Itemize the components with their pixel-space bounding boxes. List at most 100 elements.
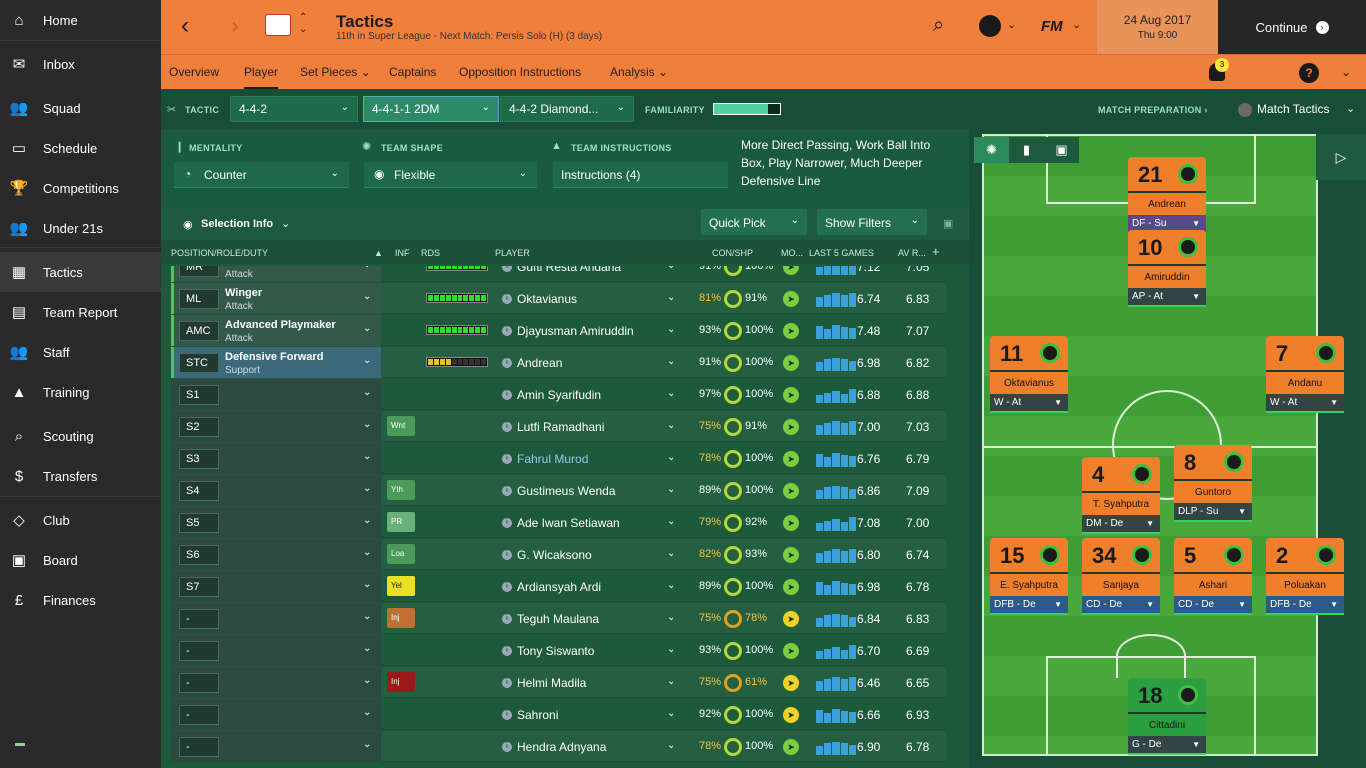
table-row[interactable]: - ⌄ Inj i Helmi Madila ⌄ 75% 61% ➤ 6.46 6.65 <box>171 667 946 698</box>
player-name[interactable]: Teguh Maulana <box>517 612 600 626</box>
position-selector[interactable]: S4 ⌄ <box>171 475 381 506</box>
chevron-down-icon[interactable]: ⌄ <box>363 611 372 622</box>
role-selector[interactable]: DM - De ▼ <box>1082 515 1160 534</box>
sidebar-item-training[interactable]: ▲ Training <box>0 372 161 412</box>
player-info-icon[interactable]: i <box>502 486 512 496</box>
player-info-icon[interactable]: i <box>502 710 512 720</box>
position-selector[interactable]: AMC Advanced Playmaker Attack ⌄ <box>171 315 381 346</box>
col-inf[interactable]: INF <box>395 248 410 258</box>
pitch-view-icon[interactable]: ✺ <box>974 137 1009 163</box>
sidebar-item-competitions[interactable]: 🏆 Competitions <box>0 168 161 208</box>
sidebar-item-scouting[interactable]: ⌕ Scouting <box>0 416 161 456</box>
tactic-slot-2[interactable]: 4-4-1-1 2DM ⌄ <box>363 96 499 122</box>
player-info-icon[interactable]: i <box>502 422 512 432</box>
table-row[interactable]: S3 ⌄ i Fahrul Murod ⌄ 78% 100% ➤ 6.76 6.79 <box>171 443 946 474</box>
position-selector[interactable]: STC Defensive Forward Support ⌄ <box>171 347 381 378</box>
position-selector[interactable]: - ⌄ <box>171 603 381 634</box>
search-icon[interactable]: ⌕ <box>933 14 945 36</box>
position-selector[interactable]: - ⌄ <box>171 699 381 730</box>
tab-opposition-instructions[interactable]: Opposition Instructions <box>459 65 582 79</box>
position-selector[interactable]: S1 ⌄ <box>171 379 381 410</box>
role-selector[interactable]: AP - At ▼ <box>1128 288 1206 307</box>
team-instructions-button[interactable]: Instructions (4) <box>553 162 728 188</box>
fm-logo[interactable]: FM <box>1041 18 1063 35</box>
chevron-down-icon[interactable]: ⌄ <box>363 451 372 462</box>
sidebar-item-inbox[interactable]: ✉ Inbox <box>0 44 161 84</box>
role-selector[interactable]: CD - De ▼ <box>1174 596 1252 615</box>
match-tactics-button[interactable]: Match Tactics <box>1257 102 1330 116</box>
chevron-down-icon[interactable]: ⌄ <box>363 355 372 366</box>
sidebar-footer-icon[interactable]: ▬ <box>15 738 25 749</box>
club-switch-icon[interactable]: ⌃ ⌄ <box>299 12 308 35</box>
sidebar-item-staff[interactable]: 👥 Staff <box>0 332 161 372</box>
table-row[interactable]: AMC Advanced Playmaker Attack ⌄ i Djayusman A… <box>171 315 946 346</box>
player-info-icon[interactable]: i <box>502 582 512 592</box>
player-name[interactable]: Ardiansyah Ardi <box>517 580 602 594</box>
chevron-down-icon[interactable]: ⌄ <box>1341 65 1352 79</box>
continue-button[interactable]: Continue › <box>1218 0 1366 54</box>
player-info-icon[interactable]: i <box>502 678 512 688</box>
sidebar-item-home[interactable]: ⌂ Home <box>0 0 161 40</box>
role-selector[interactable]: DFB - De ▼ <box>990 596 1068 615</box>
col-position[interactable]: POSITION/ROLE/DUTY <box>171 248 269 258</box>
sidebar-item-board[interactable]: ▣ Board <box>0 540 161 580</box>
player-card[interactable]: 18 Cittadini G - De ▼ <box>1128 678 1206 756</box>
role-selector[interactable]: CD - De ▼ <box>1082 596 1160 615</box>
col-last5[interactable]: LAST 5 GAMES <box>809 248 874 258</box>
player-info-icon[interactable]: i <box>502 646 512 656</box>
sidebar-item-squad[interactable]: 👥 Squad <box>0 88 161 128</box>
chevron-down-icon[interactable]: ⌄ <box>363 266 371 270</box>
position-selector[interactable]: S6 ⌄ <box>171 539 381 570</box>
position-selector[interactable]: S2 ⌄ <box>171 411 381 442</box>
position-selector[interactable]: MR Attack ⌄ <box>171 266 381 282</box>
col-morale[interactable]: MO... <box>781 248 803 258</box>
player-card[interactable]: 8 Guntoro DLP - Su ▼ <box>1174 445 1252 523</box>
role-selector[interactable]: DFB - De ▼ <box>1266 596 1344 615</box>
player-info-icon[interactable]: i <box>502 614 512 624</box>
player-info-icon[interactable]: i <box>502 358 512 368</box>
player-name[interactable]: Sahroni <box>517 708 559 722</box>
chevron-down-icon[interactable]: ⌄ <box>667 484 676 495</box>
player-name[interactable]: Hendra Adnyana <box>517 740 607 754</box>
position-selector[interactable]: ML Winger Attack ⌄ <box>171 283 381 314</box>
tactic-slot-1[interactable]: 4-4-2 ⌄ <box>230 96 358 122</box>
chevron-down-icon[interactable]: ⌄ <box>363 739 372 750</box>
position-selector[interactable]: - ⌄ <box>171 731 381 762</box>
show-filters-button[interactable]: Show Filters ⌄ <box>817 209 927 235</box>
team-shape-dropdown[interactable]: ◉ Flexible ⌄ <box>364 162 537 188</box>
chevron-down-icon[interactable]: ⌄ <box>667 388 676 399</box>
table-row[interactable]: S7 ⌄ Yel i Ardiansyah Ardi ⌄ 89% 100% ➤ 6.98 6.78 <box>171 571 946 602</box>
role-selector[interactable]: W - At ▼ <box>990 394 1068 413</box>
player-info-icon[interactable]: i <box>502 454 512 464</box>
chevron-down-icon[interactable]: ⌄ <box>363 547 372 558</box>
position-selector[interactable]: S7 ⌄ <box>171 571 381 602</box>
player-card[interactable]: 10 Amiruddin AP - At ▼ <box>1128 230 1206 308</box>
player-name[interactable]: Helmi Madila <box>517 676 587 690</box>
chevron-down-icon[interactable]: ⌄ <box>667 676 676 687</box>
tab-set-pieces[interactable]: Set Pieces ⌄ <box>300 65 371 79</box>
chevron-down-icon[interactable]: ⌄ <box>667 580 676 591</box>
chevron-down-icon[interactable]: ⌄ <box>363 419 372 430</box>
match-preparation-link[interactable]: MATCH PREPARATION › <box>1098 105 1208 115</box>
player-name[interactable]: Gufti Resta Andana <box>517 266 622 274</box>
chevron-down-icon[interactable]: ⌄ <box>667 516 676 527</box>
position-selector[interactable]: - ⌄ <box>171 667 381 698</box>
position-selector[interactable]: S5 ⌄ <box>171 507 381 538</box>
chevron-down-icon[interactable]: ⌄ <box>363 515 372 526</box>
forward-icon[interactable]: › <box>231 12 239 39</box>
chevron-down-icon[interactable]: ⌄ <box>667 356 676 367</box>
globe-icon[interactable] <box>979 15 1001 37</box>
player-name[interactable]: Lutfi Ramadhani <box>517 420 605 434</box>
stats-view-icon[interactable]: ▮ <box>1022 142 1031 157</box>
sidebar-item-tactics[interactable]: ▦ Tactics <box>0 252 161 292</box>
chevron-down-icon[interactable]: ⌄ <box>667 548 676 559</box>
sidebar-item-schedule[interactable]: ▭ Schedule <box>0 128 161 168</box>
sidebar-item-transfers[interactable]: $ Transfers <box>0 456 161 496</box>
player-info-icon[interactable]: i <box>502 294 512 304</box>
col-rds[interactable]: RDS <box>421 248 441 258</box>
player-name[interactable]: Andrean <box>517 356 563 370</box>
col-player[interactable]: PLAYER <box>495 248 530 258</box>
help-icon[interactable]: ? <box>1299 63 1319 83</box>
table-row[interactable]: - ⌄ Inj i Teguh Maulana ⌄ 75% 78% ➤ 6.84 6.83 <box>171 603 946 634</box>
chevron-down-icon[interactable]: ⌄ <box>1072 19 1082 31</box>
